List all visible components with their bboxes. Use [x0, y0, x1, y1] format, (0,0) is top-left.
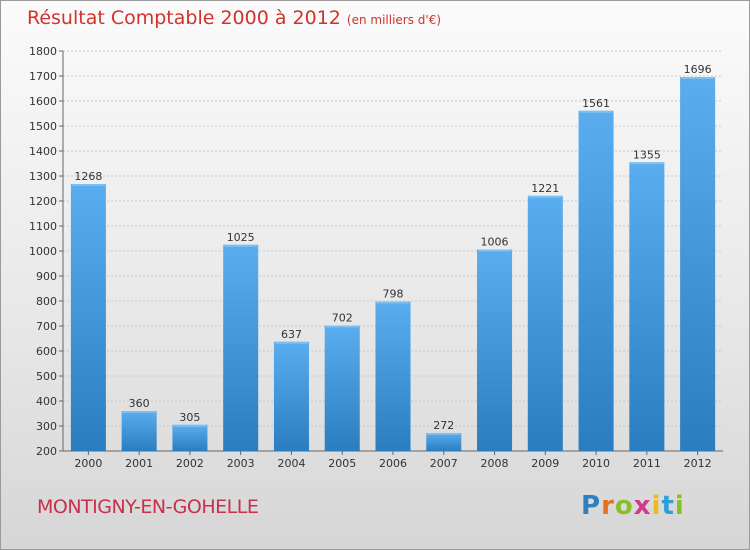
- chart-subtitle: (en milliers d'€): [346, 13, 442, 27]
- data-label: 1696: [684, 63, 712, 76]
- x-tick-label: 2004: [277, 457, 305, 470]
- y-tick-label: 700: [36, 320, 57, 333]
- bar-highlight: [122, 411, 156, 413]
- x-tick-label: 2011: [633, 457, 661, 470]
- y-tick-label: 1700: [29, 70, 57, 83]
- y-tick-label: 1200: [29, 195, 57, 208]
- x-tick-label: 2001: [125, 457, 153, 470]
- y-tick-label: 400: [36, 395, 57, 408]
- x-tick-label: 2012: [684, 457, 712, 470]
- bar-highlight: [427, 433, 461, 435]
- bar-highlight: [579, 110, 613, 113]
- bar-highlight: [478, 249, 512, 252]
- data-label: 1006: [481, 236, 509, 249]
- bar: [70, 184, 106, 451]
- bar: [426, 433, 462, 451]
- bar-highlight: [528, 195, 562, 198]
- bar: [375, 301, 411, 451]
- bar: [273, 341, 309, 451]
- data-label: 798: [383, 288, 404, 301]
- chart-title-text: Résultat Comptable 2000 à 2012: [27, 7, 341, 29]
- data-label: 1355: [633, 148, 661, 161]
- x-tick-label: 2003: [227, 457, 255, 470]
- x-tick-label: 2008: [481, 457, 509, 470]
- y-tick-label: 1000: [29, 245, 57, 258]
- y-tick-label: 1600: [29, 95, 57, 108]
- x-tick-label: 2010: [582, 457, 610, 470]
- bar-highlight: [71, 184, 105, 186]
- bar-highlight: [274, 341, 308, 344]
- logo-letter: x: [633, 491, 652, 521]
- x-tick-label: 2005: [328, 457, 356, 470]
- y-tick-label: 500: [36, 370, 57, 383]
- bar: [680, 77, 716, 451]
- x-tick-label: 2009: [531, 457, 559, 470]
- commune-name: MONTIGNY-EN-GOHELLE: [37, 496, 259, 518]
- logo-letter: i: [674, 491, 685, 521]
- logo-letter: P: [581, 491, 602, 521]
- data-label: 637: [281, 328, 302, 341]
- x-tick-label: 2002: [176, 457, 204, 470]
- y-tick-label: 1100: [29, 220, 57, 233]
- bar-highlight: [224, 244, 258, 247]
- data-label: 1025: [227, 231, 255, 244]
- y-tick-label: 1300: [29, 170, 57, 183]
- logo-letter: r: [601, 491, 615, 521]
- bar-highlight: [681, 77, 715, 79]
- data-label: 1268: [74, 170, 102, 183]
- bar: [172, 424, 208, 451]
- bar-highlight: [630, 162, 664, 165]
- bar: [527, 195, 563, 451]
- y-tick-label: 1400: [29, 145, 57, 158]
- x-tick-label: 2000: [74, 457, 102, 470]
- logo-letter: o: [614, 491, 634, 521]
- bar: [324, 325, 360, 451]
- data-label: 1221: [531, 182, 559, 195]
- x-tick-label: 2007: [430, 457, 458, 470]
- bar: [477, 249, 513, 451]
- y-tick-label: 600: [36, 345, 57, 358]
- y-tick-label: 1800: [29, 45, 57, 58]
- bar: [121, 411, 157, 451]
- data-label: 702: [332, 312, 353, 325]
- y-tick-label: 800: [36, 295, 57, 308]
- y-tick-label: 900: [36, 270, 57, 283]
- data-label: 272: [433, 419, 454, 432]
- data-label: 360: [129, 397, 150, 410]
- bar: [578, 110, 614, 451]
- y-tick-label: 1500: [29, 120, 57, 133]
- bar-highlight: [325, 325, 359, 328]
- bar: [629, 162, 665, 451]
- logo-letter: t: [661, 491, 675, 521]
- bar: [223, 244, 259, 451]
- bar-highlight: [376, 301, 410, 304]
- data-label: 1561: [582, 97, 610, 110]
- logo-letter: i: [651, 491, 662, 521]
- x-tick-label: 2006: [379, 457, 407, 470]
- chart-title: Résultat Comptable 2000 à 2012 (en millie…: [27, 7, 441, 29]
- proxiti-logo[interactable]: Proxiti: [581, 491, 685, 521]
- y-tick-label: 300: [36, 420, 57, 433]
- data-label: 305: [179, 411, 200, 424]
- bar-highlight: [173, 424, 207, 427]
- y-tick-label: 200: [36, 445, 57, 458]
